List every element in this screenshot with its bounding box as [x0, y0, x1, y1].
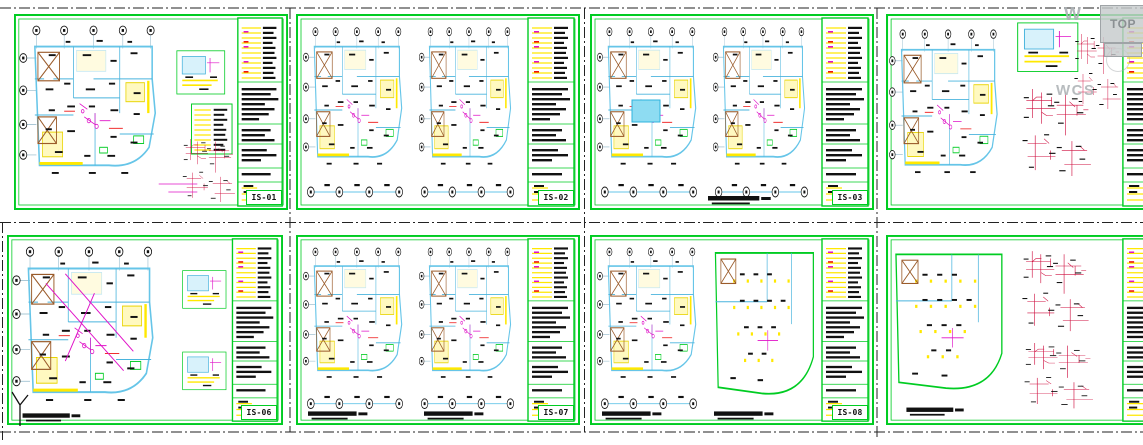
drawing-sheet-is08[interactable]: IS-08 — [590, 235, 874, 425]
sheet-number-label: IS-08 — [832, 405, 868, 420]
viewcube-compass-west-label[interactable]: W — [1064, 4, 1081, 24]
drawing-sheet-is06[interactable]: IS-06 — [7, 235, 283, 425]
sheet-graphics — [590, 14, 874, 210]
sheet-number-label: IS-06 — [241, 405, 277, 420]
drawing-sheet-is07[interactable]: IS-07 — [296, 235, 580, 425]
sheet-graphics — [296, 235, 580, 425]
sheet-number-label: IS-01 — [246, 190, 282, 205]
ucs-icon[interactable] — [6, 388, 36, 430]
drawing-sheet-is03[interactable]: IS-03 — [590, 14, 874, 210]
sheet-graphics — [7, 235, 283, 425]
drawing-sheet-is01[interactable]: IS-01 — [14, 14, 288, 210]
sheet-graphics — [590, 235, 874, 425]
sheet-graphics — [14, 14, 288, 210]
drawing-sheet-8[interactable] — [886, 235, 1143, 425]
sheet-number-label: IS-07 — [538, 405, 574, 420]
sheet-number-label: IS-02 — [538, 190, 574, 205]
wcs-label: WCS — [1056, 82, 1096, 99]
sheet-number-label: IS-03 — [832, 190, 868, 205]
sheet-graphics — [296, 14, 580, 210]
sheet-graphics — [886, 235, 1143, 425]
drawing-sheet-is02[interactable]: IS-02 — [296, 14, 580, 210]
viewcube-top-face[interactable]: TOP — [1100, 5, 1143, 43]
viewcube[interactable]: W TOP WCS — [1050, 0, 1143, 110]
viewcube-front-face[interactable] — [1104, 43, 1142, 57]
